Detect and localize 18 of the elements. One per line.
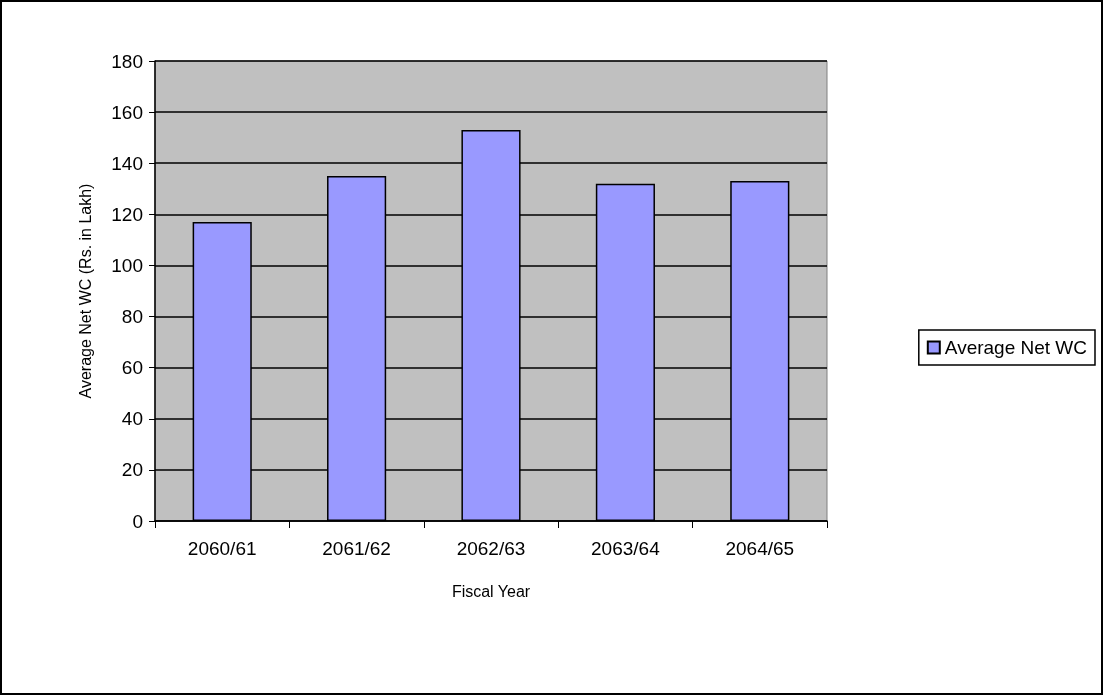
y-tick-label: 180 [111,50,143,72]
y-tick-label: 60 [121,357,143,379]
legend-label: Average Net WC [944,337,1087,358]
y-tick-label: 100 [111,254,143,276]
y-tick-label: 20 [121,459,143,481]
x-tick-label: 2062/63 [456,538,526,559]
y-tick-label: 0 [132,510,143,532]
x-tick-label: 2060/61 [187,538,257,559]
x-tick-label: 2061/62 [322,538,391,559]
x-tick-label: 2063/64 [591,538,661,559]
x-axis-title: Fiscal Year [451,582,531,600]
y-tick-label: 40 [121,408,143,430]
y-axis-title: Average Net WC (Rs. in Lakh) [76,183,94,399]
y-tick-label: 160 [111,101,143,123]
y-tick-label: 140 [111,152,143,174]
x-tick-label: 2064/65 [725,538,795,559]
y-tick-label: 80 [121,306,143,328]
y-tick-label: 120 [111,203,143,225]
